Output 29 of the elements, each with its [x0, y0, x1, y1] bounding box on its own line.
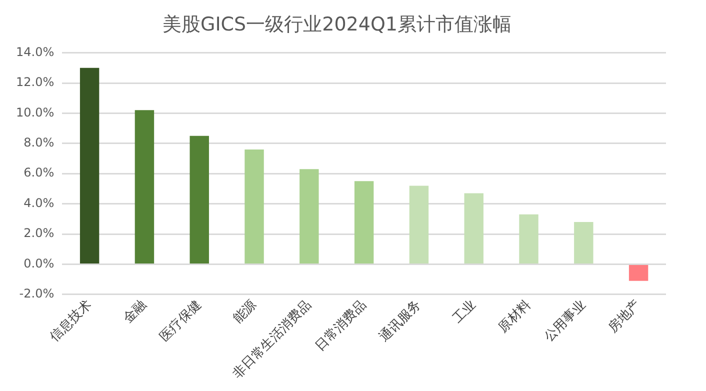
- bar: [409, 186, 429, 264]
- x-tick-label: 原材料: [496, 298, 534, 336]
- bar: [134, 110, 154, 264]
- bar: [464, 193, 484, 264]
- x-tick-label: 日常消费品: [312, 298, 370, 354]
- x-tick-label: 公用事业: [541, 298, 589, 345]
- x-tick-label: 医疗保健: [157, 298, 205, 345]
- bar: [519, 214, 538, 264]
- bar: [190, 136, 209, 264]
- y-tick-label: 2.0%: [24, 226, 54, 240]
- x-tick-label: 能源: [230, 298, 260, 327]
- y-tick-label: 10.0%: [16, 105, 54, 120]
- y-tick-label: 6.0%: [24, 166, 54, 180]
- chart-title: 美股GICS一级行业2024Q1累计市值涨幅: [162, 13, 512, 36]
- y-tick-label: 4.0%: [24, 196, 54, 210]
- bar: [300, 169, 319, 264]
- x-tick-label: 房地产: [604, 296, 644, 336]
- y-tick-label: 8.0%: [24, 136, 54, 150]
- bar: [574, 222, 594, 264]
- bar: [354, 181, 374, 264]
- x-tick-label: 通讯服务: [376, 298, 424, 345]
- bar: [80, 68, 100, 264]
- y-tick-label: 0.0%: [24, 256, 54, 270]
- y-tick-label: 12.0%: [16, 75, 54, 90]
- bar: [628, 264, 648, 281]
- x-tick-label: 工业: [450, 298, 480, 327]
- x-tick-label: 金融: [120, 298, 150, 327]
- bar: [244, 149, 264, 264]
- y-tick-label: 14.0%: [16, 44, 54, 59]
